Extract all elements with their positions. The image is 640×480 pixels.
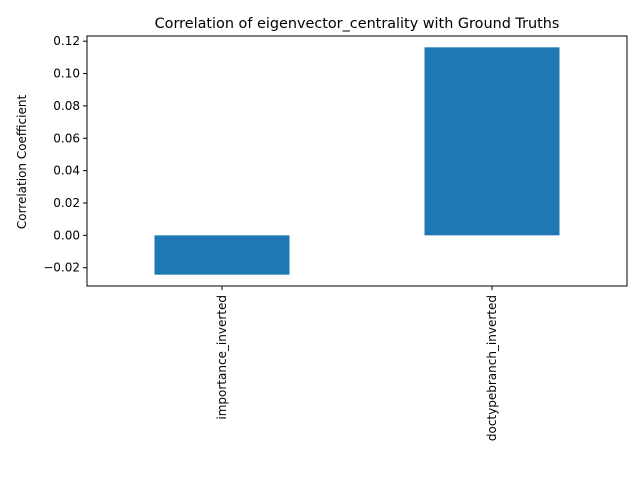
plot-frame bbox=[86, 35, 628, 287]
chart-title: Correlation of eigenvector_centrality wi… bbox=[155, 16, 560, 32]
bars bbox=[154, 47, 560, 275]
y-axis-label: Correlation Coefficient bbox=[15, 95, 29, 230]
y-tick-label: 0.10 bbox=[53, 67, 80, 81]
bar-doctypebranch_inverted bbox=[424, 47, 560, 236]
x-tick-label: importance_inverted bbox=[215, 295, 229, 420]
x-axis-ticks: importance_inverted doctypebranch_inverte… bbox=[215, 286, 499, 441]
x-tick-label: doctypebranch_inverted bbox=[485, 295, 499, 441]
y-tick-label: 0.02 bbox=[53, 196, 80, 210]
y-tick-label: −0.02 bbox=[43, 261, 80, 275]
y-tick-label: 0.12 bbox=[53, 34, 80, 48]
y-tick-label: 0.06 bbox=[53, 131, 80, 145]
bar-importance_inverted bbox=[154, 235, 290, 275]
y-tick-label: 0.04 bbox=[53, 164, 80, 178]
y-axis-ticks: −0.02 0.00 0.02 0.04 0.06 0.08 0.10 0.12 bbox=[43, 34, 87, 275]
y-tick-label: 0.00 bbox=[53, 228, 80, 242]
y-tick-label: 0.08 bbox=[53, 99, 80, 113]
